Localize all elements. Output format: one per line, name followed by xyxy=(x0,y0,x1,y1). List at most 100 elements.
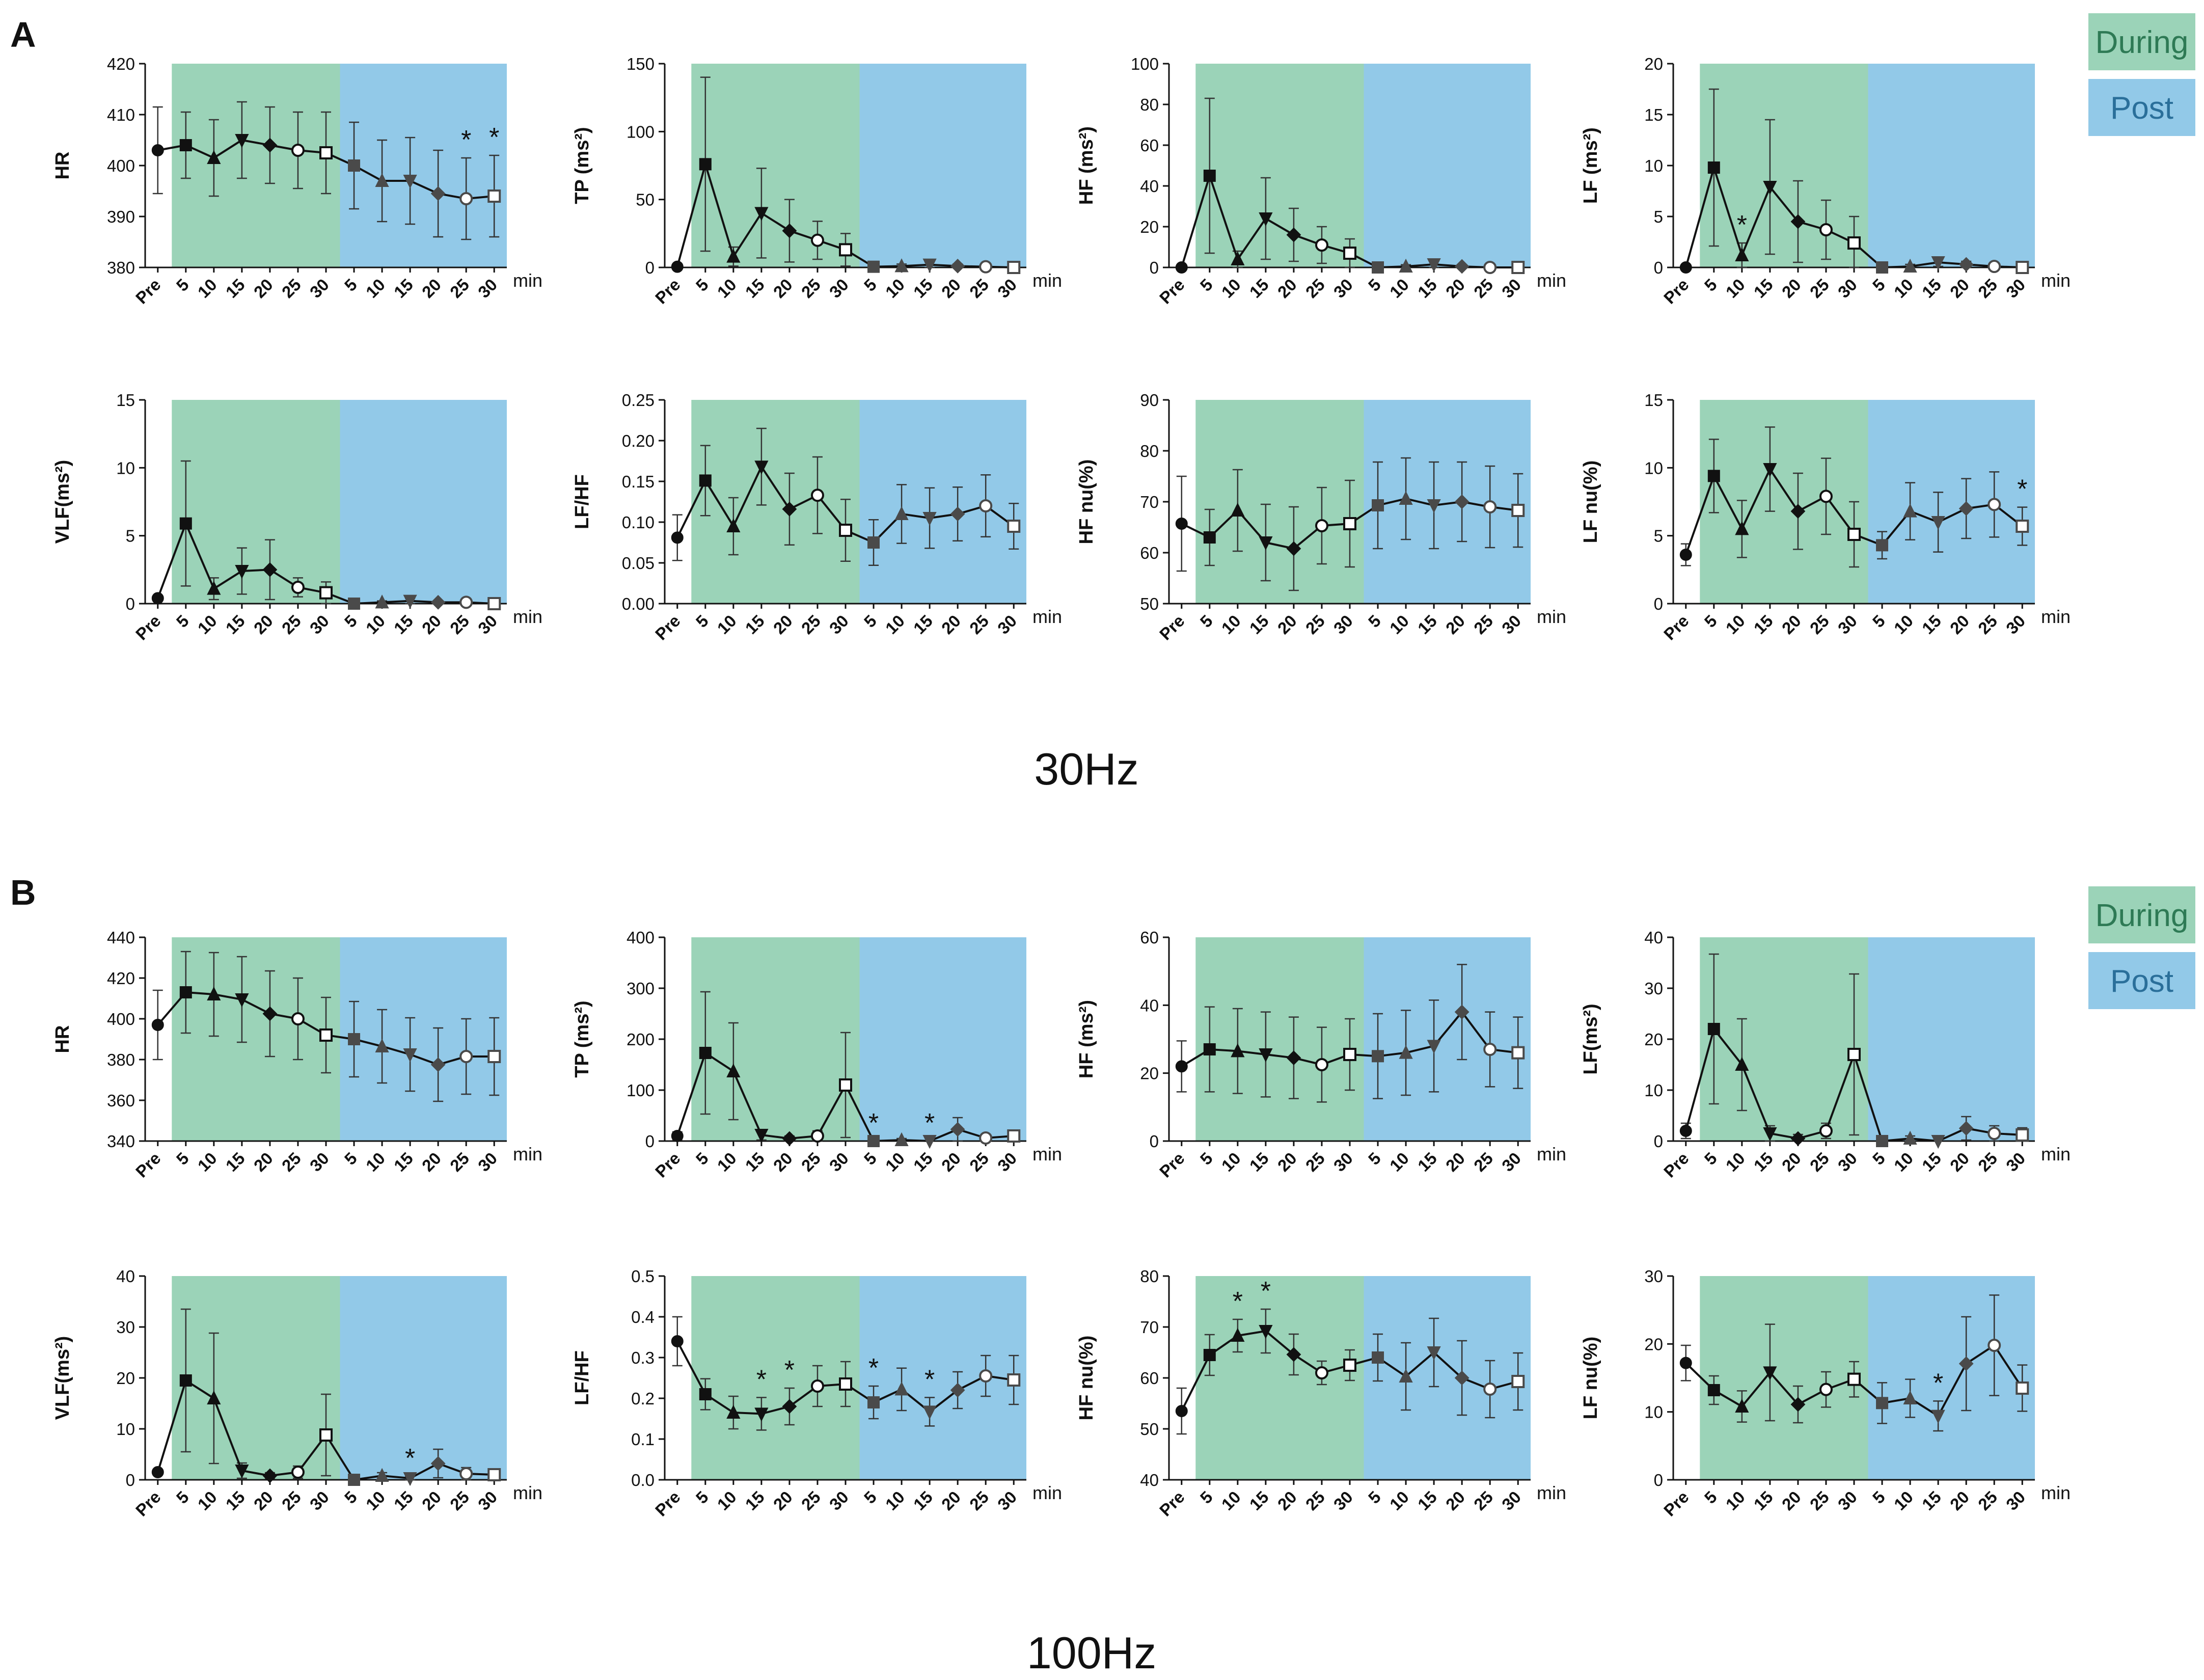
marker-square xyxy=(699,158,712,171)
post-phase-shading xyxy=(340,400,507,604)
x-unit-label: min xyxy=(1537,1144,1566,1164)
marker-square xyxy=(1203,531,1216,544)
marker-circle xyxy=(979,1369,993,1383)
y-tick-label: 50 xyxy=(1140,594,1159,613)
x-tick-label: 15 xyxy=(1918,611,1945,638)
x-tick-label: 15 xyxy=(390,1487,417,1514)
x-tick-label: Pre xyxy=(1156,275,1188,308)
during-phase-shading xyxy=(691,400,860,604)
data-point-circle-open xyxy=(810,1379,824,1393)
x-tick-label: 15 xyxy=(1414,1149,1440,1175)
marker-circle xyxy=(1483,1043,1497,1056)
marker-circle xyxy=(1483,500,1497,513)
y-tick-label: 20 xyxy=(1644,1030,1663,1049)
x-tick-label: 25 xyxy=(1806,1487,1833,1514)
data-point-circle-open xyxy=(1483,1383,1497,1396)
significance-marker: * xyxy=(784,1356,795,1385)
during-phase-shading xyxy=(1195,400,1364,604)
marker-square xyxy=(1707,470,1720,482)
data-point-triangle-up xyxy=(726,1404,741,1419)
y-tick-label: 80 xyxy=(1140,1267,1159,1286)
marker-square xyxy=(1372,261,1384,274)
post-phase-shading xyxy=(340,937,507,1141)
y-tick-label: 0.10 xyxy=(622,513,655,532)
x-tick-label: Pre xyxy=(1660,1487,1693,1520)
x-tick-label: 10 xyxy=(194,1487,221,1514)
x-tick-label: 20 xyxy=(1442,611,1468,638)
marker-triangle-down xyxy=(1931,1410,1945,1424)
data-point-triangle-up xyxy=(375,173,389,187)
x-tick-label: 10 xyxy=(1386,611,1412,638)
data-point-triangle-down xyxy=(1931,256,1945,270)
x-tick-label: 30 xyxy=(1330,1149,1356,1175)
data-point-diamond xyxy=(1958,501,1974,516)
marker-triangle-down xyxy=(1427,499,1441,513)
data-point-triangle-down xyxy=(1763,181,1777,195)
marker-circle xyxy=(151,144,164,156)
x-tick-label: 10 xyxy=(882,611,908,638)
marker-triangle-down xyxy=(1931,256,1945,270)
x-tick-label: 5 xyxy=(860,1487,880,1507)
y-axis-label: VLF(ms²) xyxy=(52,1336,73,1420)
significance-marker: * xyxy=(756,1365,767,1394)
legend-swatch-during xyxy=(2088,886,2195,943)
data-point-circle-open xyxy=(459,1467,473,1480)
marker-square xyxy=(1343,1359,1356,1372)
marker-circle xyxy=(1988,1339,2001,1352)
marker-triangle-down xyxy=(403,1048,417,1063)
x-tick-label: 15 xyxy=(910,275,936,302)
marker-square xyxy=(1203,170,1216,182)
x-tick-label: Pre xyxy=(1156,1149,1188,1181)
x-unit-label: min xyxy=(513,1482,542,1503)
marker-triangle-down xyxy=(922,1135,937,1149)
data-point-circle xyxy=(151,144,164,156)
marker-diamond xyxy=(1286,541,1301,556)
data-point-square-open xyxy=(319,1428,333,1442)
during-phase-shading xyxy=(172,64,340,267)
data-point-circle xyxy=(671,531,684,544)
marker-triangle-up xyxy=(1231,251,1245,265)
marker-diamond xyxy=(1958,1356,1974,1371)
x-tick-label: 5 xyxy=(1365,275,1384,295)
x-tick-label: 5 xyxy=(341,275,361,295)
data-point-triangle-down xyxy=(1931,516,1945,530)
marker-diamond xyxy=(950,1122,965,1137)
marker-triangle-down xyxy=(754,460,769,475)
y-tick-label: 0.1 xyxy=(631,1430,655,1449)
x-tick-label: 25 xyxy=(966,275,992,302)
x-tick-label: 5 xyxy=(1196,1149,1216,1169)
data-point-diamond xyxy=(950,258,965,274)
x-tick-label: 5 xyxy=(1869,1487,1889,1507)
marker-square xyxy=(487,597,501,610)
x-tick-label: 5 xyxy=(1365,1149,1384,1169)
x-tick-label: 20 xyxy=(418,275,445,302)
marker-square xyxy=(1847,1048,1861,1061)
legend-a: During Post xyxy=(2088,13,2195,136)
data-point-square-open xyxy=(1847,1048,1861,1061)
during-phase-shading xyxy=(1195,937,1364,1141)
y-tick-label: 0.0 xyxy=(631,1471,655,1489)
x-tick-label: 30 xyxy=(2002,1149,2029,1175)
marker-square xyxy=(839,1078,852,1092)
data-point-square xyxy=(867,260,880,273)
data-point-square xyxy=(699,1047,712,1059)
x-tick-label: 10 xyxy=(1218,1149,1244,1175)
data-point-square xyxy=(348,598,361,610)
data-point-circle-open xyxy=(1819,1124,1833,1137)
data-point-square xyxy=(1372,499,1384,511)
data-point-square-open xyxy=(1007,261,1021,274)
x-tick-label: 25 xyxy=(446,611,473,638)
data-point-triangle-up xyxy=(375,1038,389,1052)
x-tick-label: 10 xyxy=(362,1149,389,1175)
x-tick-label: 15 xyxy=(742,611,768,638)
x-tick-label: Pre xyxy=(651,1487,684,1520)
x-tick-label: 30 xyxy=(2002,1487,2029,1514)
x-tick-label: 20 xyxy=(1946,1487,1973,1514)
marker-triangle-up xyxy=(894,1381,909,1396)
data-point-circle-open xyxy=(1819,490,1833,503)
data-point-diamond xyxy=(782,1399,797,1414)
marker-diamond xyxy=(950,258,965,274)
post-phase-shading xyxy=(340,64,507,267)
marker-square xyxy=(1707,1023,1720,1035)
